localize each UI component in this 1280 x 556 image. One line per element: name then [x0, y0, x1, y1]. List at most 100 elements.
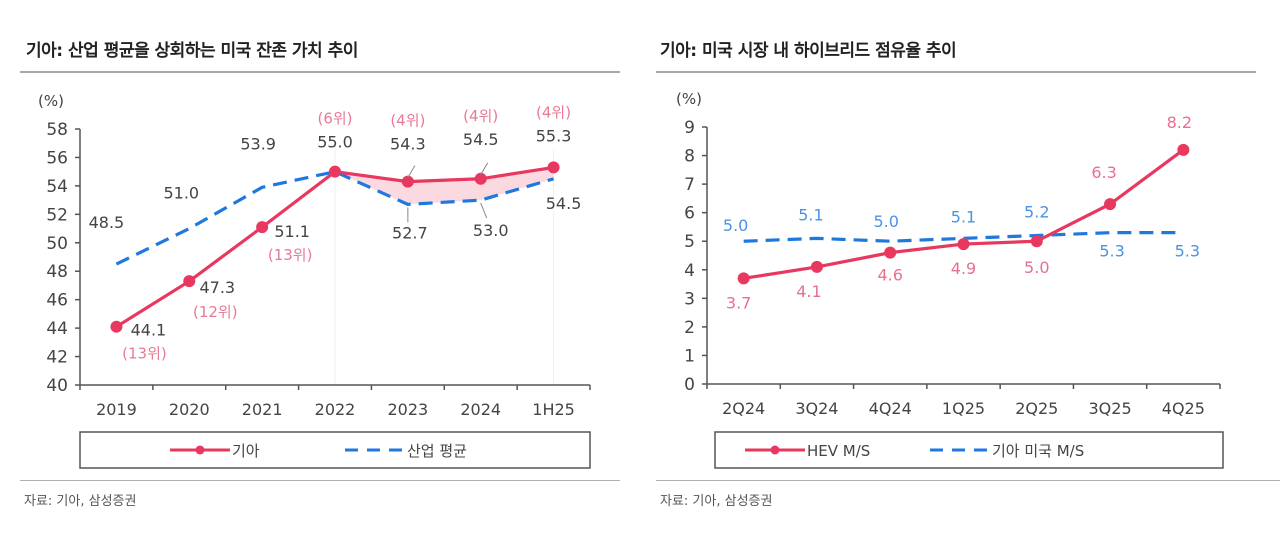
- y-tick-label: 40: [46, 376, 68, 396]
- x-tick-label: 3Q25: [1089, 399, 1132, 418]
- y-tick-label: 50: [46, 234, 68, 254]
- y-tick-label: 4: [684, 261, 695, 281]
- x-tick-label: 1H25: [532, 400, 575, 419]
- data-point-marker: [810, 260, 823, 273]
- data-point-marker: [329, 165, 341, 178]
- leader-line: [407, 165, 416, 178]
- kia-rank-label: (13위): [122, 345, 167, 363]
- x-tick-label: 4Q25: [1162, 399, 1205, 418]
- hev-value-label: 4.6: [877, 266, 902, 285]
- left-chart-svg: (%) 40 42 44 46 48 50 52 54 56 58 2019 2020 2021 2022 2…: [38, 92, 591, 469]
- right-source-rule: [656, 480, 1280, 481]
- left-title-rule: [20, 71, 620, 73]
- y-tick-label: 6: [684, 204, 695, 224]
- y-tick-label: 56: [46, 148, 68, 168]
- industry-avg-value-label: 48.5: [89, 213, 125, 232]
- y-axis-unit-label: (%): [676, 90, 702, 108]
- x-tick-label: 3Q24: [795, 399, 838, 418]
- data-point-marker: [110, 320, 123, 333]
- y-tick-label: 42: [46, 348, 68, 368]
- x-tick-label: 2024: [460, 400, 501, 419]
- legend-label-kia-us-ms: 기아 미국 M/S: [992, 442, 1084, 460]
- y-tick-label: 5: [684, 232, 695, 252]
- y-axis-unit-label: (%): [38, 92, 64, 110]
- y-tick-label: 1: [684, 346, 695, 366]
- leader-line: [480, 202, 488, 219]
- data-point-marker: [1030, 235, 1043, 248]
- y-tick-label: 9: [684, 118, 695, 138]
- kia-value-label: 55.0: [317, 133, 353, 152]
- x-tick-label: 4Q24: [869, 399, 912, 418]
- legend-marker-kia: [195, 445, 205, 455]
- data-point-marker: [547, 161, 560, 174]
- y-tick-label: 48: [46, 262, 68, 282]
- y-tick-label: 54: [46, 177, 68, 197]
- x-tick-label: 1Q25: [942, 399, 985, 418]
- y-tick-label: 2: [684, 318, 695, 338]
- y-tick-label: 44: [46, 319, 68, 339]
- leader-line: [480, 162, 489, 176]
- industry-avg-value-label: 54.5: [546, 194, 582, 213]
- data-point-marker: [1104, 198, 1117, 211]
- kia-us-ms-value-label: 5.3: [1099, 242, 1124, 261]
- data-point-marker: [957, 238, 970, 251]
- x-tick-label: 2Q25: [1015, 399, 1058, 418]
- hev-value-label: 5.0: [1024, 258, 1049, 277]
- kia-value-label: 55.3: [536, 126, 572, 145]
- kia-us-ms-value-label: 5.0: [723, 216, 748, 235]
- data-point-marker: [1177, 143, 1190, 156]
- legend-box: [79, 431, 591, 469]
- y-tick-label: 46: [46, 291, 68, 311]
- legend-label-hev-ms: HEV M/S: [807, 442, 870, 460]
- kia-us-ms-value-label: 5.3: [1175, 242, 1200, 261]
- kia-us-ms-value-label: 5.2: [1024, 203, 1049, 222]
- right-title-rule: [656, 71, 1256, 73]
- industry-avg-value-label: 53.0: [473, 221, 509, 240]
- kia-rank-label: (13위): [268, 246, 313, 264]
- x-tick-label: 2Q24: [722, 399, 765, 418]
- right-source-note: 자료: 기아, 삼성증권: [660, 494, 773, 509]
- x-tick-label: 2022: [315, 400, 356, 419]
- kia-rank-label: (4위): [390, 112, 425, 130]
- x-tick-label: 2020: [169, 400, 210, 419]
- left-chart-panel: 기아: 산업 평균을 상회하는 미국 잔존 가치 추이 (%) 40 42 44 46 4…: [20, 41, 620, 509]
- hev-value-label: 4.1: [796, 282, 821, 301]
- kia-rank-label: (6위): [317, 110, 352, 128]
- data-point-marker: [474, 172, 487, 185]
- kia-value-label: 44.1: [131, 321, 167, 340]
- hev-value-label: 6.3: [1091, 163, 1116, 182]
- legend-marker-hev-ms: [770, 445, 780, 455]
- hev-value-label: 3.7: [726, 293, 751, 312]
- y-tick-label: 3: [684, 289, 695, 309]
- industry-avg-value-label: 53.9: [240, 134, 276, 153]
- kia-value-label: 54.5: [463, 130, 499, 149]
- data-point-marker: [737, 272, 750, 285]
- kia-value-label: 51.1: [274, 222, 310, 241]
- left-source-note: 자료: 기아, 삼성증권: [24, 494, 137, 509]
- x-tick-label: 2023: [387, 400, 428, 419]
- left-source-rule: [20, 480, 620, 481]
- kia-us-ms-value-label: 5.1: [798, 205, 823, 224]
- y-tick-label: 52: [46, 205, 68, 225]
- legend-label-kia: 기아: [232, 442, 260, 460]
- industry-avg-value-label: 52.7: [392, 223, 428, 242]
- right-chart-svg: (%) 0 1 2 3 4 5 6 7 8 9 2Q24 3Q24 4Q24 1Q25 2Q25 3Q25 4Q2…: [676, 90, 1224, 469]
- kia-value-label: 47.3: [199, 278, 235, 297]
- data-point-marker: [401, 175, 414, 188]
- data-point-marker: [183, 275, 196, 288]
- kia-rank-label: (12위): [193, 303, 238, 321]
- industry-avg-value-label: 51.0: [163, 184, 199, 203]
- right-chart-panel: 기아: 미국 시장 내 하이브리드 점유율 추이 (%) 0 1 2 3 4 5 6 7 8 9 2Q…: [640, 0, 1280, 556]
- y-tick-label: 7: [684, 175, 695, 195]
- y-tick-label: 8: [684, 147, 695, 167]
- x-tick-label: 2019: [96, 400, 137, 419]
- left-chart-title: 기아: 산업 평균을 상회하는 미국 잔존 가치 추이: [26, 41, 358, 61]
- hev-value-label: 8.2: [1167, 113, 1192, 132]
- kia-value-label: 54.3: [390, 135, 426, 154]
- hev-value-label: 4.9: [951, 259, 976, 278]
- y-tick-label: 0: [684, 375, 695, 395]
- kia-rank-label: (4위): [463, 107, 498, 125]
- data-point-marker: [884, 246, 897, 259]
- x-tick-label: 2021: [242, 400, 283, 419]
- kia-us-ms-value-label: 5.1: [951, 207, 976, 226]
